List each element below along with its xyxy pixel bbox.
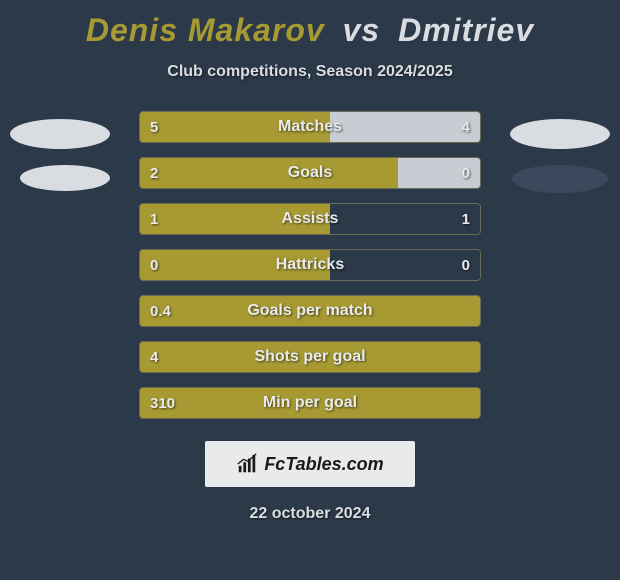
player2-name: Dmitriev [398,12,534,48]
bar-fill-player1 [140,158,398,188]
player1-badge-bottom [20,165,110,191]
subtitle: Club competitions, Season 2024/2025 [0,63,620,81]
bar-fill-player1 [140,296,480,326]
player2-badge-bottom [512,165,608,193]
vs-text: vs [343,12,381,48]
bar-fill-player1 [140,342,480,372]
stat-row: 20Goals [139,157,481,189]
player1-name: Denis Makarov [86,12,325,48]
stat-row: 00Hattricks [139,249,481,281]
comparison-title: Denis Makarov vs Dmitriev [0,0,620,49]
bars-container: 54Matches 20Goals 11Assists 00Hattricks 0.4G… [139,111,481,419]
bar-fill-player1 [140,250,330,280]
comparison-chart: 54Matches 20Goals 11Assists 00Hattricks 0.4G… [0,111,620,419]
watermark-text: FcTables.com [264,454,383,475]
stat-value-player2: 1 [462,204,470,234]
player1-badge-top [10,119,110,149]
stat-row: 4Shots per goal [139,341,481,373]
bar-fill-player2 [398,158,480,188]
player2-badge-top [510,119,610,149]
stat-row: 54Matches [139,111,481,143]
stat-row: 310Min per goal [139,387,481,419]
date: 22 october 2024 [0,505,620,523]
bar-fill-player1 [140,204,330,234]
stat-row: 0.4Goals per match [139,295,481,327]
stat-row: 11Assists [139,203,481,235]
bar-fill-player1 [140,112,330,142]
bar-chart-icon [236,453,258,475]
bar-fill-player1 [140,388,480,418]
stat-value-player2: 0 [462,250,470,280]
watermark: FcTables.com [205,441,415,487]
bar-fill-player2 [330,112,480,142]
